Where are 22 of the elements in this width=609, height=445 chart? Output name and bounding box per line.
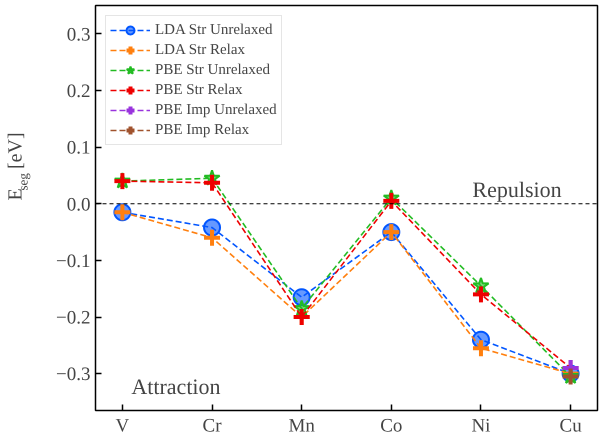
x-tick-label: Co: [380, 416, 402, 436]
y-axis-title: Eseg [eV]: [4, 132, 30, 200]
annotation: Attraction: [131, 374, 221, 400]
annotation: Repulsion: [472, 177, 562, 202]
y-tick-label: −0.2: [56, 308, 91, 329]
y-tick-label: −0.3: [56, 364, 91, 386]
legend-label: LDA Str Relax: [155, 42, 245, 58]
x-tick-label: Ni: [471, 416, 490, 436]
x-tick-label: Cr: [202, 416, 222, 436]
legend-label: PBE Str Relax: [155, 82, 243, 98]
y-tick-label: −0.1: [56, 250, 91, 272]
y-tick-label: 0.2: [66, 80, 90, 102]
legend-label: PBE Imp Relax: [155, 122, 250, 138]
x-tick-label: Cu: [560, 416, 582, 436]
legend-label: PBE Imp Unrelaxed: [155, 102, 277, 118]
y-tick-label: 0.1: [66, 138, 90, 159]
y-tick-label: 0.3: [66, 24, 90, 46]
x-tick-label: V: [116, 416, 130, 436]
legend-label: LDA Str Unrelaxed: [155, 22, 272, 38]
y-tick-label: 0.0: [66, 194, 90, 216]
x-tick-label: Mn: [288, 416, 316, 436]
legend-label: PBE Str Unrelaxed: [155, 62, 270, 78]
